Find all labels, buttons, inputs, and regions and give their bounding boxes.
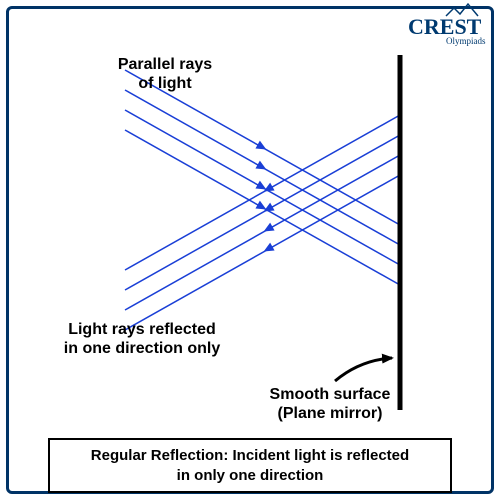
label-text: of light xyxy=(138,75,191,92)
caption-text: Regular Reflection: Incident light is re… xyxy=(91,447,409,464)
incident-rays-label: Parallel rays of light xyxy=(118,55,212,93)
light-rays xyxy=(125,70,400,330)
label-text: (Plane mirror) xyxy=(278,405,383,422)
label-text: in one direction only xyxy=(64,340,220,357)
reflected-rays-label: Light rays reflected in one direction on… xyxy=(64,320,220,358)
caption-text: in only one direction xyxy=(177,467,324,484)
caption-box: Regular Reflection: Incident light is re… xyxy=(48,438,452,493)
label-text: Smooth surface xyxy=(270,386,391,403)
surface-label: Smooth surface (Plane mirror) xyxy=(270,385,391,423)
reflection-diagram xyxy=(0,0,500,500)
label-text: Parallel rays xyxy=(118,56,212,73)
logo-mountain-icon xyxy=(446,4,478,16)
label-text: Light rays reflected xyxy=(68,321,216,338)
pointer-arrow xyxy=(335,358,392,381)
